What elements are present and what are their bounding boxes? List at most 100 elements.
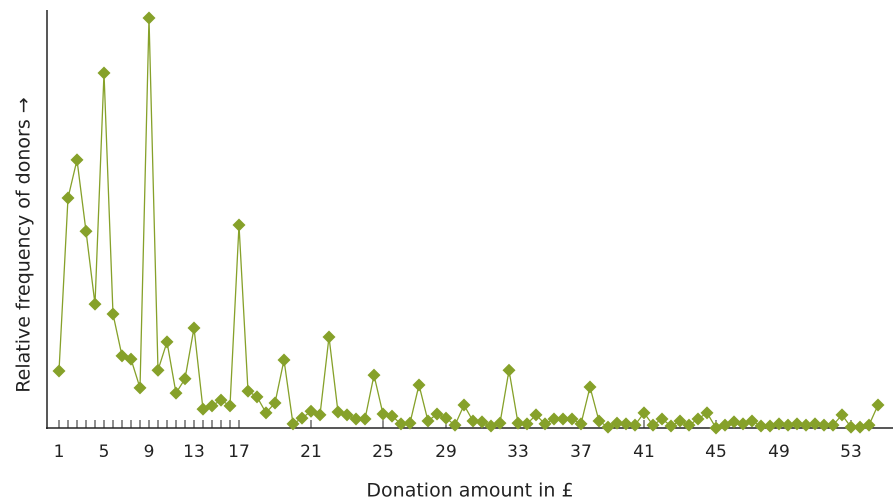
data-point [313,408,327,422]
x-tick-label: 45 [705,442,727,462]
data-point [223,399,237,413]
data-point [205,399,219,413]
data-point [88,297,102,311]
x-tick-label: 1 [54,442,65,462]
data-point [619,417,633,431]
data-point [412,378,426,392]
x-tick-label: 9 [144,442,155,462]
data-point [367,368,381,382]
data-point [322,330,336,344]
x-tick-label: 29 [435,442,457,462]
data-point [772,417,786,431]
data-point [475,415,489,429]
y-axis-label: Relative frequency of donors → [13,97,35,392]
data-point [655,412,669,426]
data-point [817,418,831,432]
x-tick-label: 13 [183,442,205,462]
data-point [142,11,156,25]
data-point [556,412,570,426]
data-point [835,408,849,422]
data-point [682,418,696,432]
data-point [268,396,282,410]
data-point [187,321,201,335]
x-tick-label: 41 [633,442,655,462]
data-point [673,414,687,428]
data-point [448,418,462,432]
data-point [286,417,300,431]
data-point [97,66,111,80]
data-point [691,412,705,426]
data-point [592,414,606,428]
data-point [385,409,399,423]
data-point [250,390,264,404]
data-point [565,412,579,426]
data-point [466,414,480,428]
x-tick-label: 33 [507,442,529,462]
data-point [862,418,876,432]
data-point [745,414,759,428]
data-point [79,224,93,238]
data-point [502,363,516,377]
data-point [637,406,651,420]
data-point [493,416,507,430]
data-point [754,419,768,433]
data-point [52,364,66,378]
data-point [349,412,363,426]
data-point [133,381,147,395]
data-point [520,417,534,431]
data-point [151,363,165,377]
data-point [871,398,885,412]
data-point [538,417,552,431]
data-point [70,153,84,167]
data-point [106,307,120,321]
x-tick-label: 37 [570,442,592,462]
data-point [601,420,615,434]
data-point [853,420,867,434]
data-point [799,418,813,432]
data-point [394,417,408,431]
data-point [781,418,795,432]
data-point [403,416,417,430]
data-point [61,191,75,205]
data-point [178,372,192,386]
x-tick-label: 49 [768,442,790,462]
data-point [376,407,390,421]
x-tick-label: 25 [372,442,394,462]
data-point [583,380,597,394]
data-point [790,417,804,431]
data-point [169,386,183,400]
data-point [574,417,588,431]
data-point [610,416,624,430]
data-point [214,393,228,407]
data-point [664,419,678,433]
data-point [628,418,642,432]
data-point [529,408,543,422]
data-point [259,406,273,420]
data-point [295,411,309,425]
data-point [457,398,471,412]
data-point [430,407,444,421]
data-point [241,384,255,398]
data-point [358,412,372,426]
data-line [58,17,879,429]
x-tick-label: 21 [300,442,322,462]
data-point [646,418,660,432]
data-point [727,415,741,429]
x-tick-label: 5 [99,442,110,462]
data-point [700,406,714,420]
data-point [124,352,138,366]
data-point [511,416,525,430]
data-point [160,335,174,349]
x-tick-label: 17 [228,442,250,462]
data-point [547,412,561,426]
data-point [277,353,291,367]
x-tick-label: 53 [840,442,862,462]
data-point [439,411,453,425]
data-point [826,418,840,432]
data-point [340,408,354,422]
data-point [844,420,858,434]
data-point [232,218,246,232]
data-point [808,417,822,431]
x-axis-label: Donation amount in £ [366,480,573,502]
